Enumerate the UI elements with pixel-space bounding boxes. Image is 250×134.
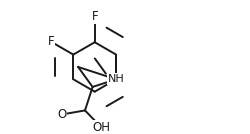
Text: F: F <box>92 10 98 23</box>
Text: OH: OH <box>92 121 110 134</box>
Text: F: F <box>48 35 54 48</box>
Text: O: O <box>57 108 66 121</box>
Text: NH: NH <box>108 74 124 84</box>
